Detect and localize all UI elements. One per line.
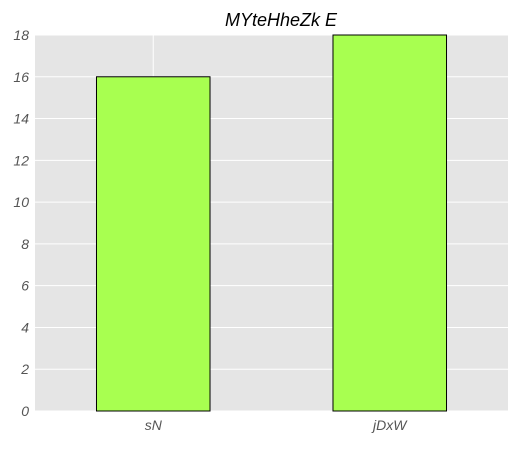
y-tick-label: 2 [20, 361, 29, 377]
y-tick-label: 10 [13, 194, 29, 210]
y-tick-label: 12 [13, 152, 29, 168]
x-tick-label: sN [145, 417, 163, 433]
bar-sN [95, 76, 211, 412]
y-tick-label: 16 [13, 69, 29, 85]
x-axis-ticks: sN jDxW [145, 417, 409, 433]
y-axis-ticks: 0 2 4 6 8 10 12 14 16 18 [13, 27, 29, 419]
y-tick-label: 0 [21, 403, 29, 419]
y-tick-label: 6 [21, 278, 29, 294]
chart-title: MYteHheZk E [225, 10, 338, 30]
y-tick-label: 8 [21, 236, 29, 252]
y-tick-label: 14 [13, 111, 29, 127]
x-tick-label: jDxW [371, 417, 408, 433]
bars [95, 34, 448, 412]
y-tick-label: 18 [13, 27, 29, 43]
y-tick-label: 4 [21, 319, 29, 335]
bar-jDxW [332, 34, 448, 412]
